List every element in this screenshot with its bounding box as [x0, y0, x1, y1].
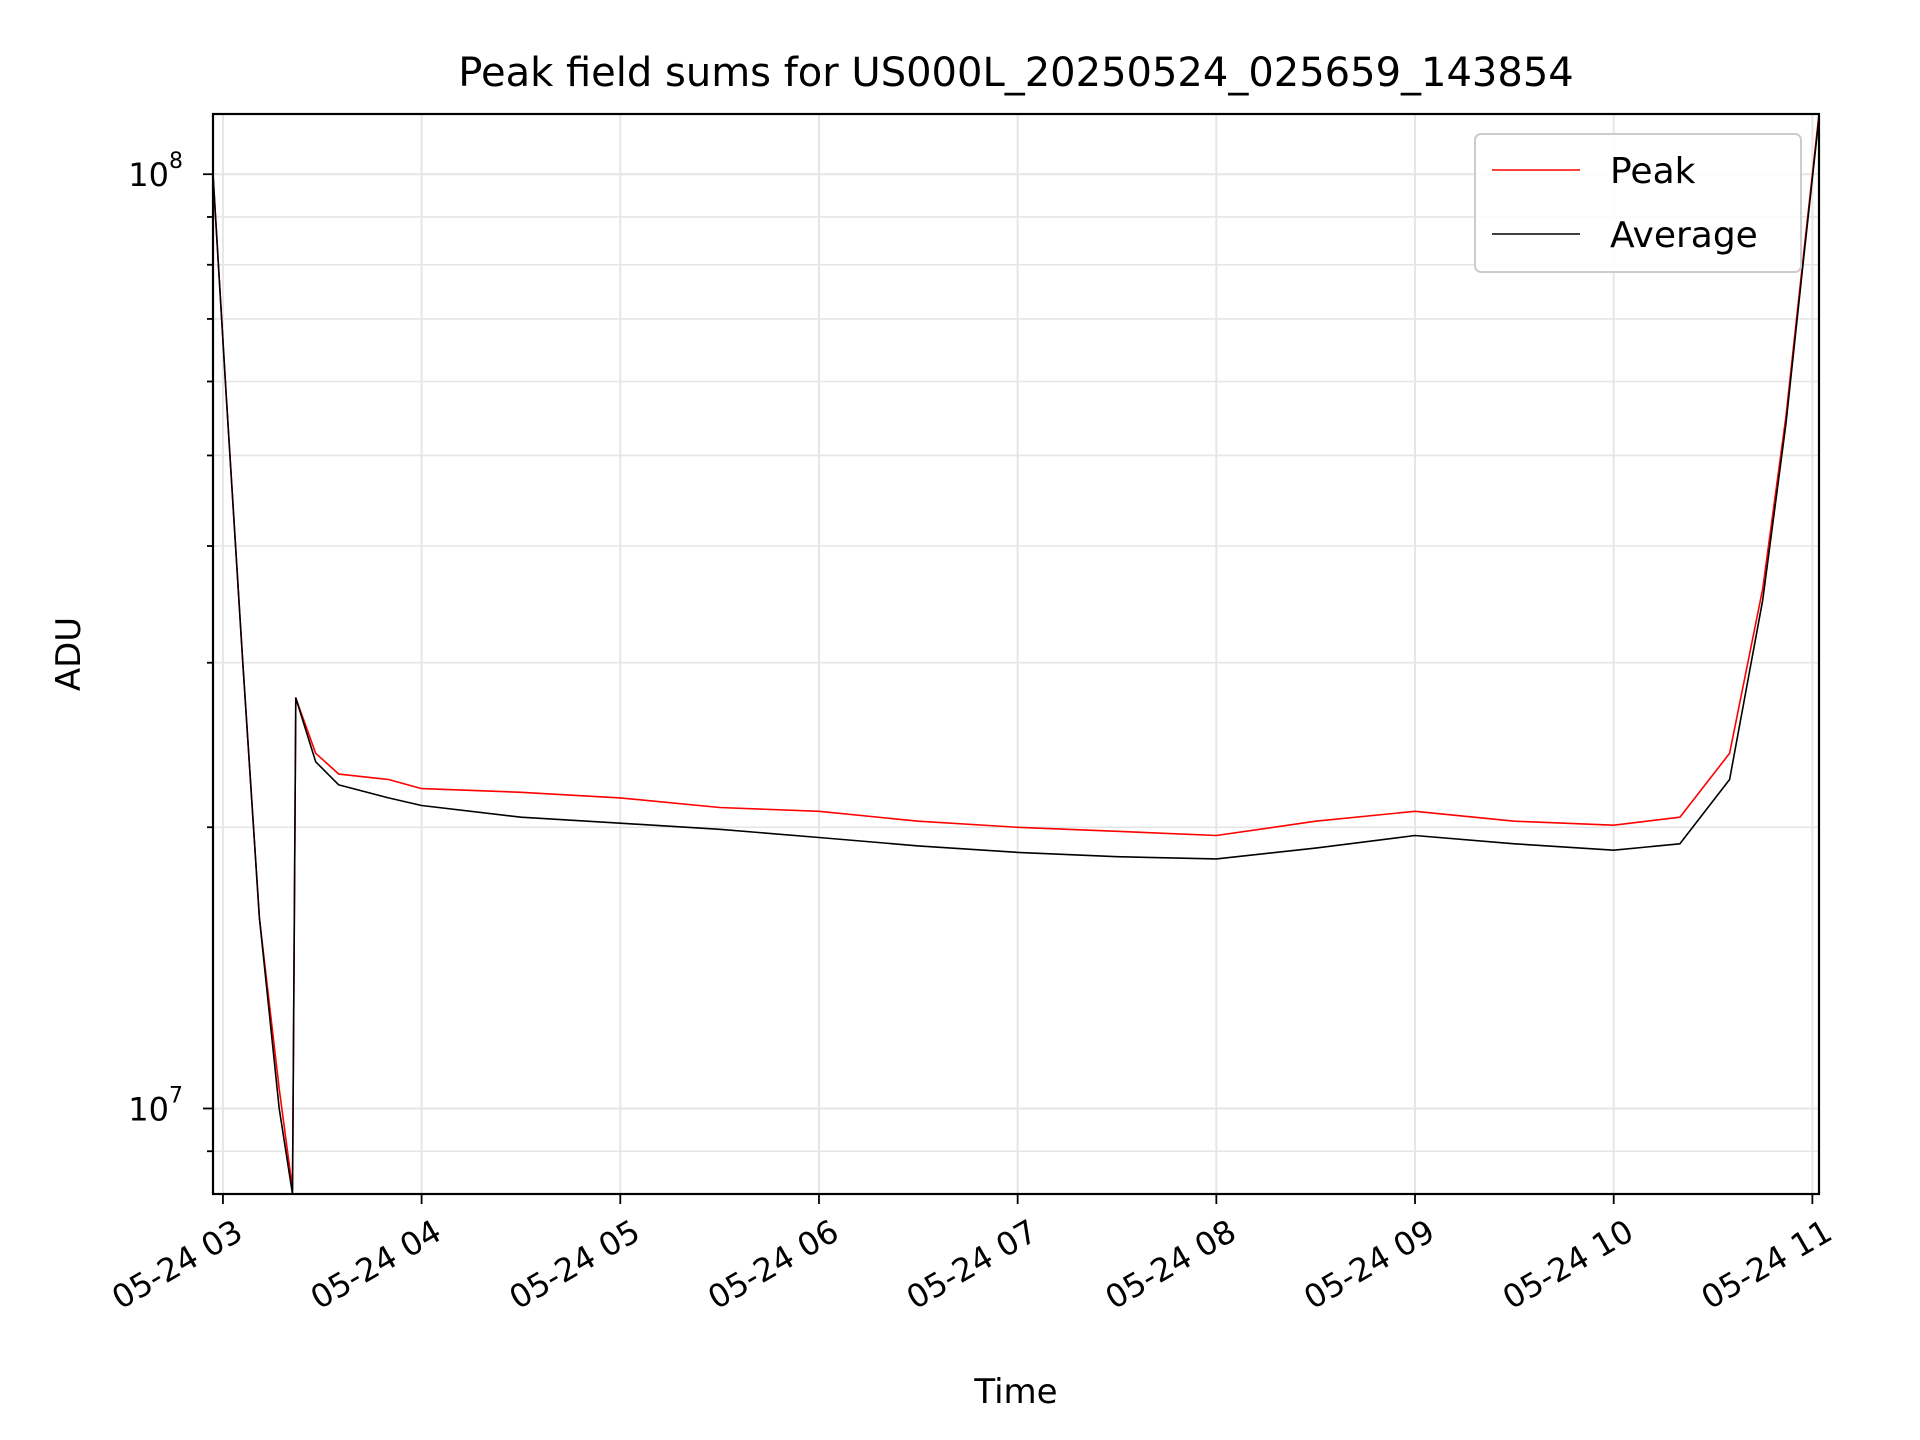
legend-box	[1474, 133, 1802, 273]
y-tick-label: 108	[128, 149, 183, 194]
legend-label-average: Average	[1610, 215, 1758, 256]
legend-label-peak: Peak	[1610, 151, 1696, 192]
y-tick-label-exponent: 7	[169, 1083, 183, 1108]
series-line-peak	[213, 114, 1819, 1190]
plot-frame	[211, 112, 1821, 1196]
series-line-average	[213, 117, 1819, 1194]
y-tick-label-base: 10	[128, 156, 169, 194]
plot-area	[213, 114, 1819, 1194]
y-tick-label-exponent: 8	[169, 149, 183, 174]
chart-title: Peak field sums for US000L_20250524_0256…	[458, 50, 1573, 96]
y-axis-label: ADU	[49, 617, 89, 691]
y-tick-label-base: 10	[128, 1090, 169, 1128]
y-tick-label: 107	[128, 1083, 183, 1128]
x-axis-label: Time	[973, 1372, 1057, 1412]
legend: Peak Average	[1474, 133, 1802, 273]
